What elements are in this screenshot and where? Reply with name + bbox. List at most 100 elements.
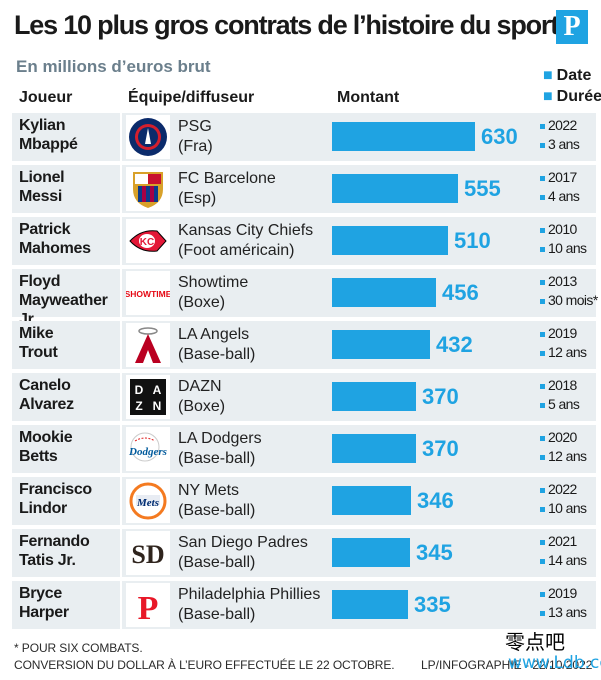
table-row: Floyd Mayweather Jr. SHOWTIME Showtime (Boxe… bbox=[12, 269, 598, 328]
bullet-icon bbox=[540, 175, 545, 181]
team-cell: SHOWTIME Showtime (Boxe) bbox=[122, 269, 334, 317]
date-duration-cell: 2019 13 ans bbox=[536, 581, 596, 629]
team-label: Showtime (Boxe) bbox=[178, 273, 248, 313]
bullet-icon: ■ bbox=[543, 67, 553, 84]
bullet-icon bbox=[540, 194, 545, 200]
bar bbox=[332, 538, 410, 567]
team-category: (Esp) bbox=[178, 190, 217, 207]
la-angels-logo-icon bbox=[126, 323, 170, 367]
date-duration-cell: 2013 30 mois* bbox=[536, 269, 598, 317]
contract-date: 2013 bbox=[540, 272, 596, 291]
contract-duration: 13 ans bbox=[540, 603, 596, 622]
bar-value-label: 630 bbox=[481, 124, 518, 149]
table-row: Patrick Mahomes KC Kansas City Chiefs (Foot … bbox=[12, 217, 596, 265]
player-name: Bryce Harper bbox=[12, 581, 120, 629]
team-category: (Fra) bbox=[178, 138, 213, 155]
bullet-icon bbox=[540, 591, 545, 597]
team-label: Kansas City Chiefs (Foot américain) bbox=[178, 221, 313, 261]
contract-date: 2010 bbox=[540, 220, 596, 239]
team-name: LA Angels bbox=[178, 326, 250, 343]
table-row: Bryce Harper P Philadelphia Phillies (Base-b… bbox=[12, 581, 596, 629]
la-dodgers-logo-icon: Dodgers bbox=[126, 427, 170, 471]
team-category: (Foot américain) bbox=[178, 242, 295, 259]
contract-date: 2019 bbox=[540, 324, 596, 343]
bar-value-label: 510 bbox=[454, 228, 491, 253]
bar-value-label: 345 bbox=[416, 540, 453, 565]
bullet-icon bbox=[540, 454, 545, 460]
bar bbox=[332, 174, 458, 203]
bullet-icon bbox=[540, 279, 545, 285]
bar-cell: 432 bbox=[330, 321, 540, 369]
team-name: Kansas City Chiefs bbox=[178, 222, 314, 239]
bullet-icon bbox=[540, 227, 545, 233]
team-cell: KC Kansas City Chiefs (Foot américain) bbox=[122, 217, 334, 265]
contract-duration: 4 ans bbox=[540, 187, 596, 206]
player-last-name: Harper bbox=[19, 604, 69, 621]
contract-duration: 12 ans bbox=[540, 343, 596, 362]
contract-duration: 3 ans bbox=[540, 135, 596, 154]
team-name: Philadelphia Phillies bbox=[178, 586, 321, 603]
bullet-icon bbox=[540, 142, 545, 148]
player-last-name: Messi bbox=[19, 188, 62, 205]
date-duration-cell: 2021 14 ans bbox=[536, 529, 596, 577]
bar-cell: 630 bbox=[330, 113, 540, 161]
player-last-name: Tatis Jr. bbox=[19, 552, 76, 569]
bar-cell: 456 bbox=[330, 269, 540, 317]
player-name: Lionel Messi bbox=[12, 165, 120, 213]
bullet-icon bbox=[540, 298, 545, 304]
kc-chiefs-logo-icon: KC bbox=[126, 219, 170, 263]
contract-date: 2020 bbox=[540, 428, 596, 447]
date-duration-cell: 2018 5 ans bbox=[536, 373, 596, 421]
team-name: NY Mets bbox=[178, 482, 240, 499]
contract-duration: 5 ans bbox=[540, 395, 596, 414]
bar-cell: 335 bbox=[330, 581, 540, 629]
contract-date: 2017 bbox=[540, 168, 596, 187]
team-cell: Mets NY Mets (Base-ball) bbox=[122, 477, 334, 525]
column-header-date: ■ Date bbox=[543, 67, 592, 84]
player-name: Kylian Mbappé bbox=[12, 113, 120, 161]
team-cell: D A Z N DAZN (Boxe) bbox=[122, 373, 334, 421]
player-name: Francisco Lindor bbox=[12, 477, 120, 525]
table-row: Mike Trout LA Angels (Base-ball) 432 2019 12 a… bbox=[12, 321, 596, 369]
bar-value-label: 432 bbox=[436, 332, 473, 357]
svg-text:Dodgers: Dodgers bbox=[128, 446, 167, 458]
player-name: Canelo Alvarez bbox=[12, 373, 120, 421]
team-name: FC Barcelone bbox=[178, 170, 276, 187]
contract-duration: 30 mois* bbox=[540, 291, 598, 310]
contract-date: 2019 bbox=[540, 584, 596, 603]
team-name: PSG bbox=[178, 118, 212, 135]
player-name: Mookie Betts bbox=[12, 425, 120, 473]
svg-text:SHOWTIME: SHOWTIME bbox=[126, 289, 170, 299]
player-first-name: Floyd bbox=[19, 273, 61, 290]
bar-cell: 370 bbox=[330, 425, 540, 473]
date-duration-cell: 2022 10 ans bbox=[536, 477, 596, 525]
player-name: Patrick Mahomes bbox=[12, 217, 120, 265]
bar bbox=[332, 122, 475, 151]
team-cell: Dodgers LA Dodgers (Base-ball) bbox=[122, 425, 334, 473]
bar bbox=[332, 590, 408, 619]
team-cell: P Philadelphia Phillies (Base-ball) bbox=[122, 581, 334, 629]
team-category: (Base-ball) bbox=[178, 450, 256, 467]
bullet-icon bbox=[540, 123, 545, 129]
player-first-name: Canelo bbox=[19, 377, 71, 394]
table-row: Francisco Lindor Mets NY Mets (Base-ball) 346… bbox=[12, 477, 596, 525]
bullet-icon bbox=[540, 383, 545, 389]
svg-text:Mets: Mets bbox=[136, 497, 159, 509]
footnote: * POUR SIX COMBATS. bbox=[14, 641, 143, 655]
player-first-name: Bryce bbox=[19, 585, 62, 602]
player-first-name: Francisco bbox=[19, 481, 92, 498]
psg-logo-icon bbox=[126, 115, 170, 159]
bar-cell: 346 bbox=[330, 477, 540, 525]
table-row: Lionel Messi FC Barcelone (Esp) 555 2017 4 ans bbox=[12, 165, 596, 213]
fc-barcelona-logo-icon bbox=[126, 167, 170, 211]
showtime-logo-icon: SHOWTIME bbox=[126, 271, 170, 315]
team-category: (Base-ball) bbox=[178, 554, 256, 571]
bullet-icon bbox=[540, 610, 545, 616]
bar-cell: 510 bbox=[330, 217, 540, 265]
date-duration-cell: 2017 4 ans bbox=[536, 165, 596, 213]
player-last-name: Mbappé bbox=[19, 136, 78, 153]
bullet-icon bbox=[540, 350, 545, 356]
chart-subtitle: En millions d’euros brut bbox=[16, 57, 211, 76]
team-name: San Diego Padres bbox=[178, 534, 308, 551]
